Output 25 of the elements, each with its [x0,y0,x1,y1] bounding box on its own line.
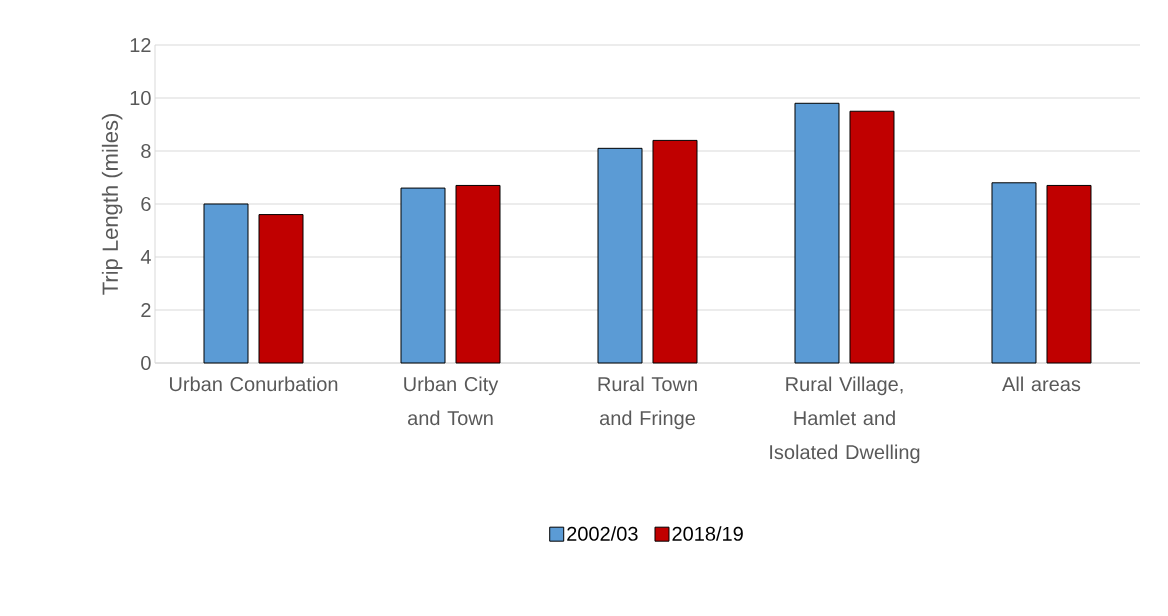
y-tick-label: 10 [130,90,151,106]
bar [849,110,895,364]
legend-label: 2018/19 [672,526,743,541]
x-tick-label: Rural Town and Fringe [598,376,697,430]
bar [400,187,446,364]
bar [991,182,1037,364]
x-tick-label: Rural Village, Hamlet and Isolated Dwelling [770,376,920,464]
y-tick-label: 6 [141,196,151,212]
legend-label: 2002/03 [567,526,638,541]
bar [1046,184,1092,364]
y-tick-label: 2 [141,303,151,317]
y-tick-label: 12 [130,38,151,52]
x-tick-label: Urban Conurbation [169,376,338,392]
x-tick-label: All areas [1002,376,1081,392]
bar [455,184,501,364]
y-tick-label: 4 [140,250,151,264]
bar [597,147,643,364]
bar [794,102,840,364]
bar [258,214,304,364]
y-tick-label: 0 [141,355,151,371]
bar [652,139,698,364]
bar [203,203,249,364]
y-axis-title: Trip Length (miles) [101,114,123,295]
y-tick-label: 8 [141,143,151,159]
x-tick-label: Urban City and Town [404,376,499,426]
